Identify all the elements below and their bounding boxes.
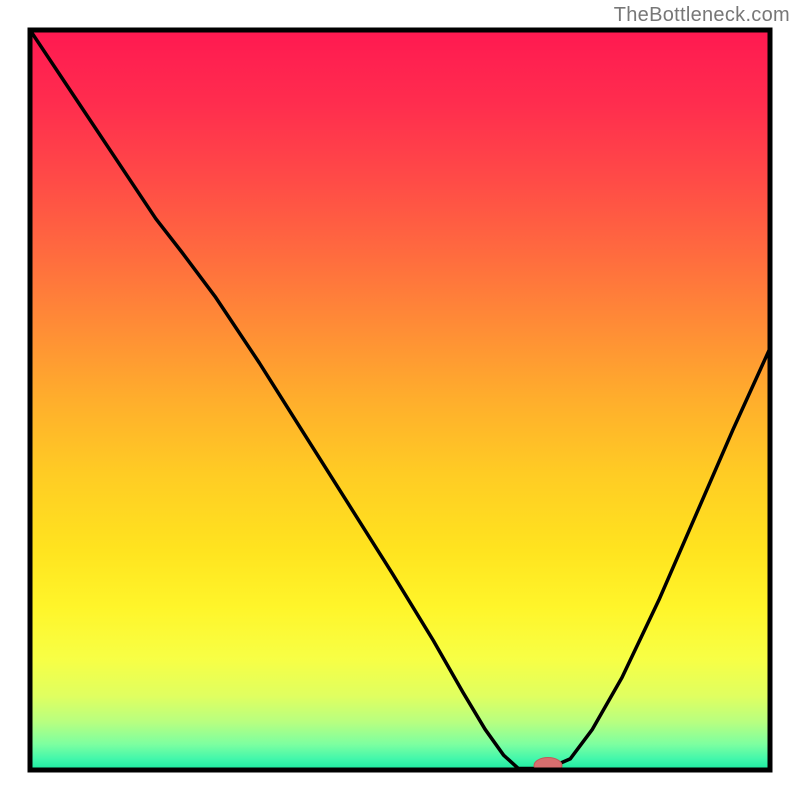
watermark-text: TheBottleneck.com	[614, 4, 790, 27]
bottleneck-chart	[0, 0, 800, 800]
plot-background	[30, 30, 770, 770]
chart-container: TheBottleneck.com	[0, 0, 800, 800]
